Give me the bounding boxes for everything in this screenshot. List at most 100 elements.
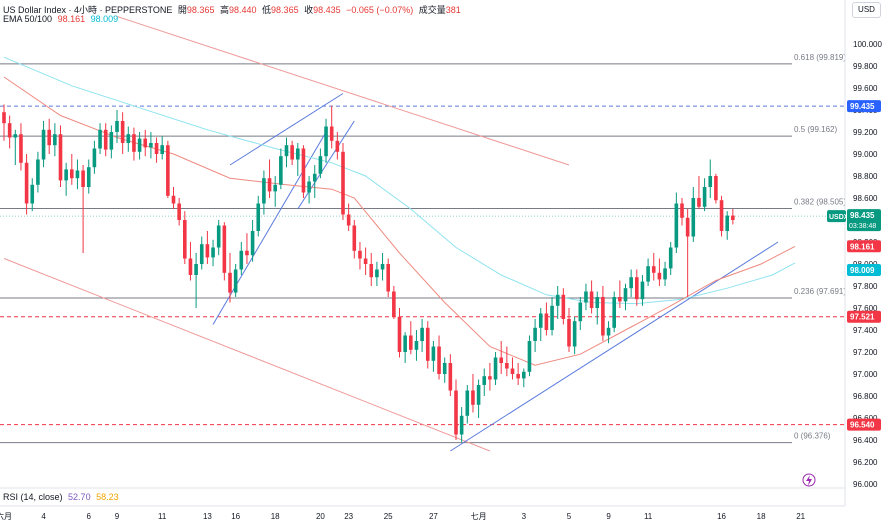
candle-body [714, 176, 718, 201]
candle-body [183, 220, 187, 259]
candle-body [296, 148, 300, 160]
time-tick-label: 9 [115, 512, 120, 521]
candle-body [199, 244, 204, 264]
misc [0, 473, 845, 489]
candle-body [719, 200, 724, 231]
candle-body [363, 258, 368, 264]
candle-body [188, 258, 193, 275]
currency-button[interactable]: USD [852, 2, 881, 18]
time-tick-label: 七月 [471, 512, 487, 521]
time-tick-label: 16 [717, 512, 726, 521]
price-tick-label: 99.600 [853, 84, 878, 93]
channel-bottom-line [3, 258, 491, 452]
uptrend-line [450, 241, 779, 452]
candle-body [262, 178, 266, 204]
time-axis[interactable]: 六月 4 6 9 11 13 16 18 20 23 25 27 七月 3 5 9 11 16 18 21 [0, 505, 845, 521]
candle-body [369, 264, 374, 278]
candle-body [499, 357, 503, 363]
time-tick-label: 18 [271, 512, 280, 521]
candle-body [572, 321, 577, 347]
candle-body [668, 247, 673, 269]
candle-body [70, 169, 74, 179]
candle-body [58, 134, 63, 181]
candle-body [510, 368, 515, 374]
ema50-tag-bg [847, 240, 881, 253]
price-tick-label: 96.400 [853, 436, 878, 445]
candle-body [640, 281, 645, 300]
candle-body [267, 178, 272, 192]
time-tick-label: 六月 [0, 511, 12, 521]
ema50-line [3, 76, 796, 366]
change-value: −0.065 (−0.07%) [346, 5, 414, 15]
candle-body [324, 126, 328, 157]
candle-body [403, 335, 407, 352]
fib-labels: 0.618 (99.819) 0.5 (99.162) 0.382 (98.505)… [794, 53, 846, 441]
lightning-bolt-icon [806, 475, 812, 486]
candle-body [482, 376, 487, 385]
candle-body [211, 247, 215, 258]
candle-body [544, 313, 549, 330]
rsi-legend[interactable]: RSI (14, close) 52.70 58.23 [3, 492, 119, 502]
price-tick-label: 96.000 [853, 480, 878, 489]
candle-body [527, 341, 532, 372]
level-tag: 97.521 [850, 313, 875, 322]
candle-body [538, 313, 543, 328]
candle-body [250, 231, 255, 256]
candle-body [279, 156, 283, 185]
candle-body [358, 250, 362, 259]
open-value: 98.365 [186, 5, 215, 15]
candle-body [409, 335, 413, 350]
candle-body [702, 187, 707, 207]
candle-body [307, 181, 311, 193]
level-tag-bg [847, 310, 881, 323]
time-tick-label: 6 [87, 512, 92, 521]
close-value: 98.435 [313, 5, 341, 15]
time-tick-label: 11 [158, 512, 167, 521]
candle-body [471, 390, 475, 405]
candle-body [171, 195, 176, 204]
symbol-header: US Dollar Index · 4小時 · PEPPERSTONE 開98.… [3, 5, 461, 15]
candle-body [601, 297, 605, 336]
candle-body [454, 390, 458, 435]
candle-body [663, 268, 667, 280]
candle-body [561, 294, 566, 319]
candle-body [41, 129, 46, 160]
ema100-tag-bg [847, 264, 881, 277]
candle-body [375, 269, 379, 278]
candle-body [612, 297, 616, 328]
ema-legend[interactable]: EMA 50/100 98.161 98.009 [3, 14, 118, 24]
candle-body [143, 138, 148, 148]
candle-body [126, 134, 131, 143]
ema100-tag: 98.009 [850, 266, 875, 275]
candle-body [92, 148, 97, 168]
candle-body [725, 215, 729, 231]
candle-body [425, 327, 430, 361]
candle-body [589, 291, 594, 308]
candle-body [228, 272, 232, 293]
price-tick-label: 96.200 [853, 458, 878, 467]
candle-body [120, 121, 125, 143]
price-tick-label: 96.800 [853, 392, 878, 401]
candle-body [386, 264, 390, 292]
candle-body [505, 363, 509, 369]
price-tick-label: 97.800 [853, 282, 878, 291]
candles [2, 104, 735, 443]
candle-body [595, 297, 600, 308]
candle-body [7, 123, 12, 138]
candle-body [222, 225, 227, 273]
candle-body [516, 374, 520, 379]
candle-body [284, 145, 289, 157]
candle-body [245, 250, 249, 256]
candle-body [533, 327, 537, 341]
price-tick-label: 99.200 [853, 128, 878, 137]
candle-body [697, 198, 701, 207]
fib-label: 0.236 (97.691) [794, 287, 846, 296]
candle-body [103, 129, 108, 150]
candle-body [555, 294, 560, 306]
price-tick-label: 96.600 [853, 414, 878, 423]
wedge-upper-line [229, 93, 344, 166]
ema-label: EMA 50/100 [3, 14, 53, 24]
symbol-tag-bg [827, 210, 846, 223]
candle-body [273, 184, 277, 192]
